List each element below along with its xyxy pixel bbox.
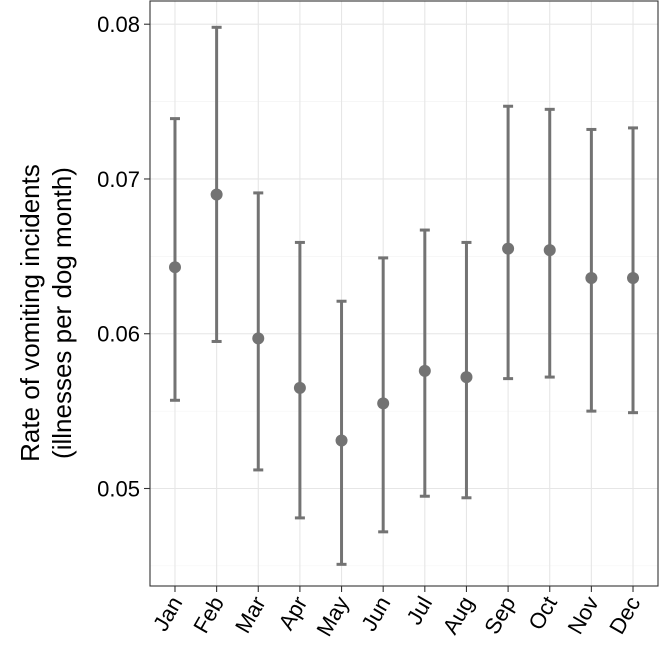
x-tick-label: May	[311, 592, 353, 640]
x-tick-label: Feb	[188, 592, 229, 637]
x-tick-label: Dec	[604, 592, 645, 638]
x-axis: Jan Feb Mar Apr May Jun Jul Aug Sep Oct Nov Dec	[148, 586, 645, 640]
error-bar-apr	[293, 240, 306, 520]
y-tick-label: 0.05	[97, 477, 140, 502]
error-bar-jul	[418, 228, 431, 498]
data-point-mar	[252, 332, 265, 345]
x-tick-label: Aug	[438, 592, 479, 638]
data-point-apr	[293, 381, 306, 394]
data-point-jul	[418, 364, 431, 377]
data-point-may	[335, 434, 348, 447]
y-tick-label: 0.07	[97, 167, 140, 192]
x-tick-label: Apr	[273, 592, 312, 634]
data-point-aug	[460, 371, 473, 384]
error-bar-may	[335, 299, 348, 566]
data-point-jan	[168, 261, 181, 274]
error-bar-nov	[585, 127, 598, 413]
data-point-dec	[627, 272, 640, 285]
data-point-feb	[210, 188, 223, 201]
error-bar-jun	[377, 256, 390, 534]
data-point-sep	[502, 242, 515, 255]
error-bar-dec	[627, 126, 640, 415]
x-tick-label: Sep	[479, 592, 520, 638]
plot-panel-border	[149, 0, 659, 587]
error-bar-aug	[460, 240, 473, 500]
x-tick-label: Jan	[148, 592, 187, 635]
x-tick-label: Oct	[523, 592, 562, 634]
error-bar-mar	[252, 191, 265, 472]
x-tick-label: Jun	[356, 592, 395, 635]
y-axis-title-line-2: (illnesses per dog month)	[47, 167, 77, 459]
error-bar-feb	[210, 25, 223, 343]
error-bar-jan	[168, 117, 181, 402]
x-tick-label: Mar	[230, 592, 271, 637]
grid-lines	[150, 1, 658, 586]
y-tick-label: 0.08	[97, 12, 140, 37]
y-axis-title-line-1: Rate of vomiting incidents	[15, 164, 45, 462]
data-point-oct	[543, 244, 556, 257]
error-bar-sep	[502, 104, 515, 381]
data-point-nov	[585, 272, 598, 285]
y-axis: 0.05 0.06 0.07 0.08	[97, 12, 150, 502]
y-tick-label: 0.06	[97, 322, 140, 347]
x-tick-label: Jul	[401, 592, 437, 629]
data-point-jun	[377, 397, 390, 410]
error-bar-oct	[543, 107, 556, 379]
data-marks	[168, 25, 640, 566]
x-tick-label: Nov	[562, 592, 603, 638]
